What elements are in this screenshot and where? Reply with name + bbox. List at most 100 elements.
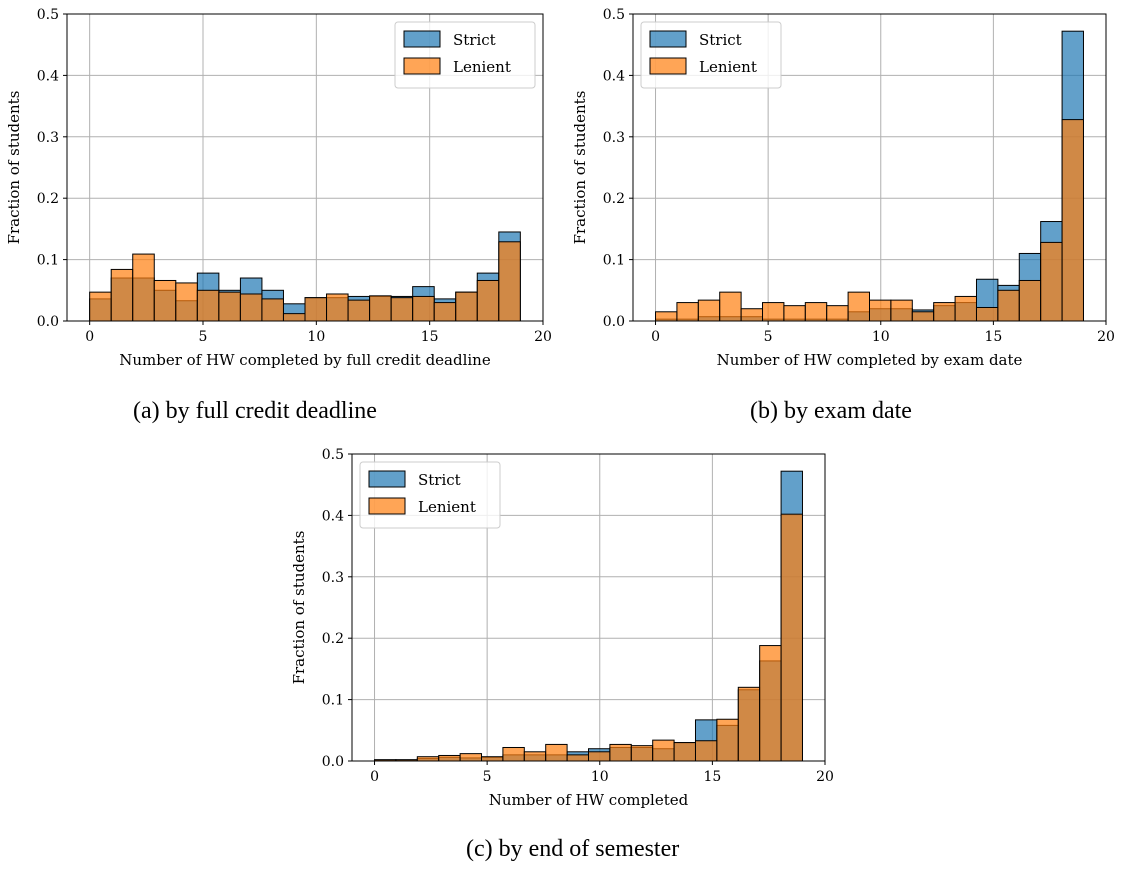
y-tick-label: 0.1: [322, 693, 344, 709]
bar-lenient-6: [218, 291, 241, 322]
y-tick-label: 0.2: [322, 631, 344, 647]
bar-lenient-4: [740, 308, 764, 322]
bar-lenient-17: [455, 291, 478, 322]
bar-lenient-5: [481, 756, 504, 762]
bar-lenient-6: [783, 305, 806, 322]
y-tick-label: 0.3: [37, 130, 59, 146]
bar-lenient-14: [390, 297, 414, 322]
legend-swatch-strict: [403, 30, 441, 48]
legend-label-strict: Strict: [418, 471, 461, 489]
bar-lenient-1: [110, 268, 134, 322]
y-axis-label: Fraction of students: [290, 531, 308, 685]
legend-label-lenient: Lenient: [453, 58, 511, 76]
plot-frame: [66, 13, 544, 322]
legend: Strict Lenient: [640, 21, 782, 89]
bar-lenient-7: [239, 293, 263, 322]
x-tick-label: 10: [307, 329, 325, 345]
bar-lenient-8: [545, 743, 568, 762]
bar-lenient-5: [196, 289, 220, 322]
plot-frame: [351, 453, 826, 762]
y-tick-label: 0.0: [37, 314, 59, 330]
bar-lenient-19: [780, 513, 803, 762]
bar-lenient-13: [933, 302, 956, 322]
bar-lenient-4: [459, 753, 483, 762]
x-tick-label: 5: [764, 329, 773, 345]
plot-frame: [632, 13, 1107, 322]
x-tick-label: 5: [199, 329, 208, 345]
x-tick-label: 20: [1097, 329, 1115, 345]
series-lenient-bars: [374, 513, 803, 762]
histogram-chart-c: 0 5 10 15 20 0.0 0.1 0.2 0.3 0.4 0.5 Number of HW c…: [290, 447, 834, 809]
bar-lenient-4: [175, 282, 198, 322]
y-tick-label: 0.4: [322, 508, 344, 524]
legend-label-strict: Strict: [453, 31, 496, 49]
bar-lenient-5: [762, 302, 785, 322]
bar-lenient-9: [566, 754, 590, 762]
x-tick-label: 15: [703, 769, 721, 785]
x-tick-label: 20: [534, 329, 552, 345]
bar-lenient-14: [954, 295, 977, 322]
legend-label-lenient: Lenient: [699, 58, 757, 76]
y-tick-label: 0.5: [322, 447, 344, 463]
bar-lenient-6: [502, 746, 525, 762]
bar-lenient-10: [588, 751, 611, 762]
x-tick-label: 0: [370, 769, 379, 785]
bar-lenient-18: [476, 279, 500, 322]
bar-lenient-17: [737, 686, 761, 762]
bar-lenient-15: [412, 295, 435, 322]
bar-lenient-13: [369, 295, 392, 322]
bar-lenient-16: [433, 302, 457, 322]
series-lenient-bars: [89, 241, 521, 322]
bar-lenient-7: [804, 302, 828, 322]
bar-lenient-9: [282, 313, 306, 322]
x-tick-label: 10: [872, 329, 890, 345]
y-tick-label: 0.1: [603, 253, 625, 269]
bar-lenient-13: [652, 739, 675, 762]
bar-lenient-16: [997, 289, 1020, 322]
x-tick-label: 20: [816, 769, 834, 785]
legend-swatch-strict: [649, 30, 687, 48]
bar-lenient-11: [609, 743, 632, 762]
bar-lenient-19: [498, 241, 521, 322]
chart-panel-a: 0 5 10 15 20 0.0 0.1 0.2 0.3 0.4 0.5 Number of HW c…: [0, 0, 560, 380]
legend: Strict Lenient: [394, 21, 536, 89]
bar-lenient-3: [719, 291, 742, 322]
bar-lenient-15: [975, 306, 999, 322]
bar-lenient-2: [132, 253, 155, 322]
x-tick-label: 15: [984, 329, 1002, 345]
bar-lenient-8: [261, 298, 284, 322]
bar-lenient-3: [438, 754, 461, 762]
chart-panel-b: 0 5 10 15 20 0.0 0.1 0.2 0.3 0.4 0.5 Number of HW c…: [565, 0, 1123, 380]
x-tick-label: 0: [651, 329, 660, 345]
legend-label-strict: Strict: [699, 31, 742, 49]
y-tick-label: 0.4: [603, 68, 625, 84]
x-axis-label: Number of HW completed by full credit de…: [119, 351, 491, 369]
bar-lenient-9: [847, 291, 871, 322]
chart-panel-c: 0 5 10 15 20 0.0 0.1 0.2 0.3 0.4 0.5 Number of HW c…: [285, 440, 840, 825]
y-tick-label: 0.3: [603, 130, 625, 146]
bar-lenient-12: [630, 745, 654, 762]
series-lenient-bars: [655, 119, 1084, 322]
y-tick-label: 0.2: [37, 191, 59, 207]
bar-lenient-19: [1061, 119, 1084, 322]
y-tick-label: 0.3: [322, 570, 344, 586]
y-axis-label: Fraction of students: [5, 91, 23, 245]
caption-c: (c) by end of semester: [466, 836, 680, 862]
x-tick-label: 0: [85, 329, 94, 345]
histogram-chart-a: 0 5 10 15 20 0.0 0.1 0.2 0.3 0.4 0.5 Number of HW c…: [5, 7, 552, 369]
bar-lenient-15: [694, 740, 718, 762]
bar-lenient-10: [869, 299, 892, 322]
y-tick-label: 0.2: [603, 191, 625, 207]
bar-lenient-11: [890, 299, 913, 322]
y-tick-label: 0.5: [603, 7, 625, 23]
bar-lenient-1: [676, 302, 699, 322]
bar-lenient-3: [153, 279, 177, 322]
caption-a: (a) by full credit deadline: [133, 398, 377, 424]
bar-lenient-12: [911, 311, 935, 322]
bar-lenient-0: [89, 291, 112, 322]
y-tick-label: 0.1: [37, 253, 59, 269]
y-tick-label: 0.5: [37, 7, 59, 23]
bar-lenient-0: [655, 311, 678, 322]
x-tick-label: 15: [421, 329, 439, 345]
x-tick-label: 5: [483, 769, 492, 785]
